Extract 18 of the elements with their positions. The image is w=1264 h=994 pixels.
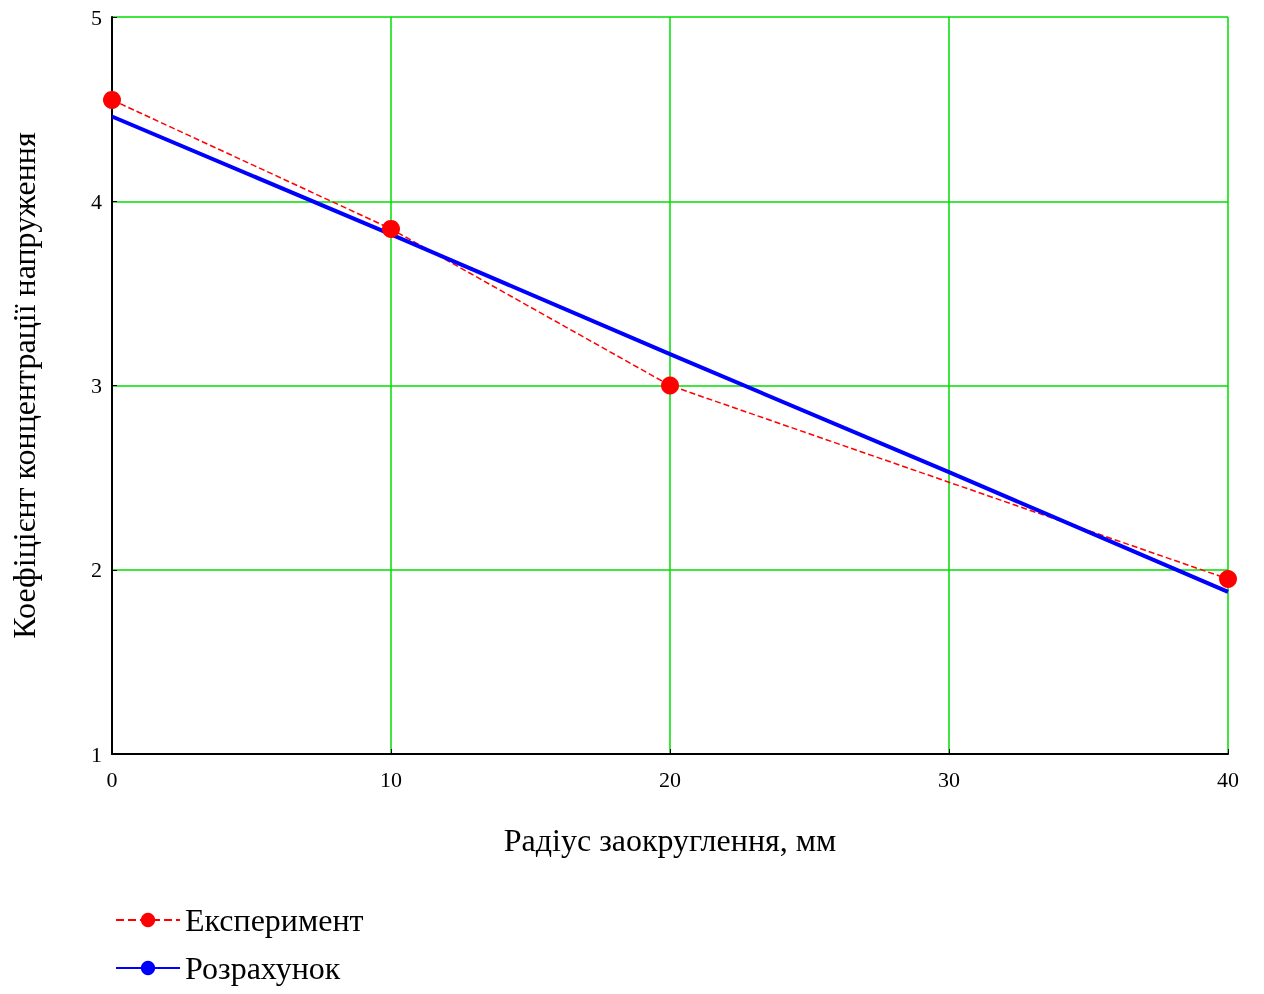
x-axis-title: Радіус заокруглення, мм	[503, 822, 837, 858]
legend-label: Розрахунок	[185, 950, 341, 986]
y-tick-label: 2	[91, 557, 102, 583]
legend-label: Експеримент	[185, 902, 364, 938]
point	[661, 376, 679, 395]
y-axis-title: Коефіцієнт концентрації напруження	[6, 132, 42, 639]
point	[382, 219, 400, 238]
x-tick-label: 40	[1217, 766, 1239, 792]
point	[1219, 569, 1237, 588]
x-tick-label: 10	[380, 766, 402, 792]
y-tick-label: 3	[91, 373, 102, 398]
x-tick-label: 0	[106, 766, 118, 792]
point	[103, 90, 121, 109]
x-tick-label: 30	[938, 766, 960, 792]
y-tick-label: 4	[91, 188, 102, 214]
y-tick-label: 1	[91, 741, 102, 767]
x-tick-label: 20	[659, 766, 681, 792]
y-tick-label: 5	[91, 4, 102, 30]
